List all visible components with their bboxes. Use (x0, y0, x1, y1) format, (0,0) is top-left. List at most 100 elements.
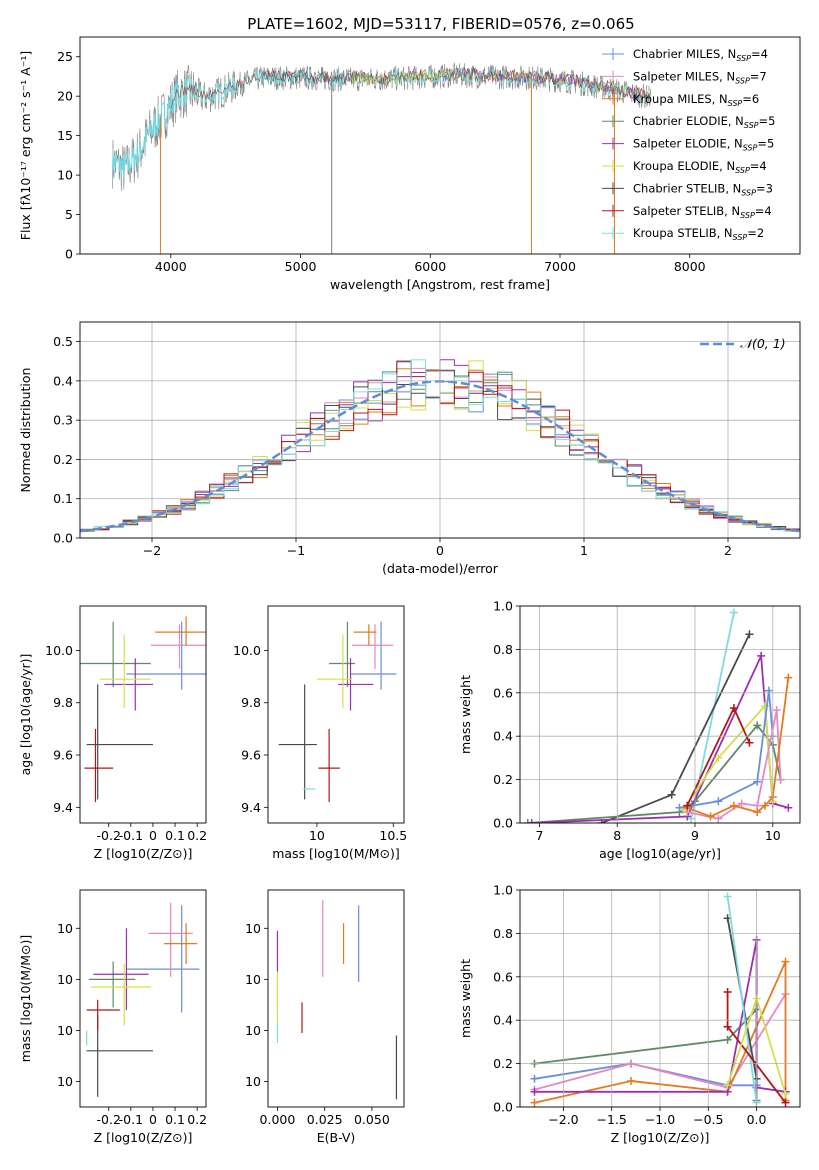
series-marker (723, 987, 732, 996)
series-marker (667, 790, 676, 799)
y-tick-label: 0.5 (53, 334, 73, 349)
x-tick-label: −2 (143, 543, 161, 558)
y-tick-label: 0.2 (493, 1056, 513, 1071)
axes-mass_vs_Z: -0.2-0.1 0 0.1 0.2 10 10 10 10 Z [log10(Z/Z⊙)] ma… (18, 889, 207, 1145)
y-axis-label: Normed distribution (18, 368, 33, 493)
x-tick-label: 7 (535, 828, 543, 843)
x-tick-label: 0.050 (354, 1112, 390, 1127)
x-tick-label: -0.2 (97, 1112, 121, 1127)
series-marker (706, 812, 715, 821)
axes-mass_vs_EBV: 0.000 0.025 0.050 10 10 10 10 E(B-V) (245, 889, 405, 1145)
y-axis-label: Flux [fλ10⁻¹⁷ erg cm⁻² s⁻¹ A⁻¹] (18, 51, 33, 240)
legend-label: Kroupa STELIB, NSSP=2 (633, 226, 764, 242)
plot-area (86, 902, 200, 1097)
x-tick-label: 0.0 (747, 1112, 767, 1127)
y-tick-label: 9.8 (241, 695, 261, 710)
x-tick-label: 8000 (674, 259, 706, 274)
x-tick-label: −1.5 (597, 1112, 627, 1127)
y-tick-label: 0.1 (53, 491, 73, 506)
legend-label: Chabrier MILES, NSSP=4 (633, 47, 768, 63)
series-marker (784, 803, 793, 812)
x-tick-label: 5000 (285, 259, 317, 274)
y-axis-label: mass weight (458, 675, 473, 754)
y-tick-label: 10 (245, 1074, 261, 1089)
legend-label: Kroupa ELODIE, NSSP=4 (633, 159, 767, 175)
legend-label: Chabrier ELODIE, NSSP=5 (633, 114, 775, 130)
x-tick-label: −1 (287, 543, 305, 558)
axes-age_vs_Z: -0.2-0.1 0 0.1 0.2 9.4 9.6 9.8 10.0 Z [log10(Z/Z… (18, 605, 207, 861)
axes-mass_weight_vs_age: 7 8 9 10 0.0 0.2 0.4 0.6 0.8 1.0 age [log10(age/yr… (458, 599, 801, 861)
series-marker (781, 957, 790, 966)
x-tick-label: 0.000 (260, 1112, 296, 1127)
y-tick-label: 10 (57, 168, 73, 183)
series-marker (745, 630, 754, 639)
y-tick-label: 15 (57, 128, 73, 143)
axes-age_vs_mass: 10 10.5 9.4 9.6 9.8 10.0 mass [log10(M/M⊙)] (233, 605, 407, 861)
y-axis-label: mass weight (458, 959, 473, 1038)
y-tick-label: 0.8 (493, 926, 513, 941)
y-tick-label: 0 (65, 247, 73, 262)
y-tick-label: 0.3 (53, 413, 73, 428)
series-marker (772, 706, 781, 715)
y-axis-label: mass [log10(M/M⊙)] (18, 935, 33, 1063)
series-marker (683, 801, 692, 810)
series-marker (714, 797, 723, 806)
series-line (534, 1062, 757, 1087)
x-tick-label: 0.2 (187, 828, 207, 843)
y-tick-label: 10 (57, 1023, 73, 1038)
y-tick-label: 10 (57, 1074, 73, 1089)
x-tick-label: 10.5 (379, 828, 407, 843)
x-tick-label: 8 (613, 828, 621, 843)
series-marker (723, 892, 732, 901)
legend: Chabrier MILES, NSSP=4 Salpeter MILES, NS… (602, 47, 775, 242)
y-tick-label: 10.0 (45, 643, 73, 658)
x-tick-label: 0.2 (187, 1112, 207, 1127)
y-tick-label: 0.6 (493, 969, 513, 984)
x-tick-label: 6000 (414, 259, 446, 274)
x-tick-label: 0.1 (165, 1112, 185, 1127)
y-tick-label: 9.6 (241, 748, 261, 763)
plot-area (111, 62, 652, 254)
series-marker (737, 799, 746, 808)
series-marker (723, 1022, 732, 1031)
y-tick-label: 0.4 (493, 729, 513, 744)
y-tick-label: 25 (57, 49, 73, 64)
spectrum-model-line (352, 68, 651, 102)
series-marker (627, 1076, 636, 1085)
spectrum-model-line (261, 67, 651, 102)
y-tick-label: 10 (57, 921, 73, 936)
x-tick-label: -0.2 (97, 828, 121, 843)
axes-frame (519, 605, 801, 824)
y-tick-label: 10 (245, 921, 261, 936)
series-marker (745, 738, 754, 747)
y-tick-label: 1.0 (493, 599, 513, 614)
series-marker (723, 1035, 732, 1044)
y-tick-label: 0.4 (493, 1013, 513, 1028)
series-marker (781, 1098, 790, 1107)
x-tick-label: -0.1 (119, 828, 143, 843)
plot-area (523, 608, 793, 823)
y-tick-label: 10 (57, 972, 73, 987)
x-tick-label: 0 (436, 543, 444, 558)
axes-frame (267, 605, 405, 824)
series-line (527, 723, 782, 823)
series-marker (530, 1087, 539, 1096)
y-tick-label: 0.0 (493, 816, 513, 831)
y-tick-label: 9.6 (53, 748, 73, 763)
x-axis-label: mass [log10(M/M⊙)] (272, 846, 400, 861)
series-line (682, 703, 774, 811)
y-tick-label: 10 (245, 1023, 261, 1038)
legend-label: Salpeter MILES, NSSP=7 (633, 69, 767, 85)
axes-frame (519, 889, 801, 1108)
y-tick-label: 5 (65, 207, 73, 222)
y-tick-label: 1.0 (493, 883, 513, 898)
axes-frame (79, 605, 207, 824)
x-tick-label: 0.1 (165, 828, 185, 843)
x-tick-label: −2.0 (548, 1112, 578, 1127)
y-tick-label: 9.8 (53, 695, 73, 710)
series-marker (523, 819, 532, 823)
y-tick-label: 10 (245, 972, 261, 987)
x-tick-label: 10 (309, 828, 325, 843)
figure-title: PLATE=1602, MJD=53117, FIBERID=0576, z=0… (247, 15, 634, 33)
spectrum-model-line (442, 67, 651, 101)
